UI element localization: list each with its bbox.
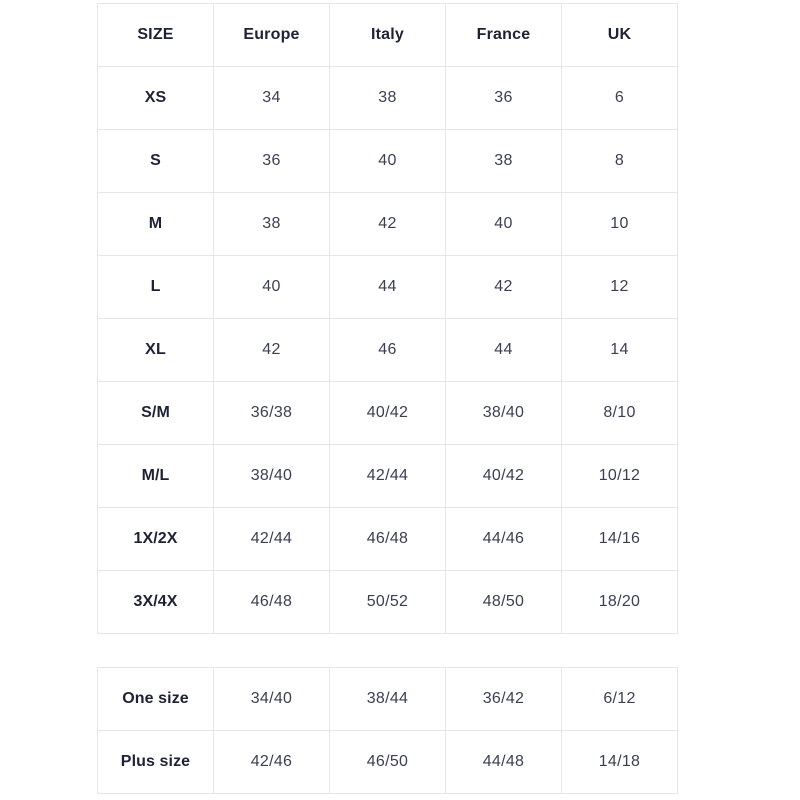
europe-cell: 38/40	[213, 444, 330, 508]
table-row: M 38 42 40 10	[97, 192, 678, 256]
table-row: XS 34 38 36 6	[97, 66, 678, 130]
italy-cell: 46	[329, 318, 446, 382]
uk-cell: 14/16	[561, 507, 678, 571]
secondary-size-table-container: One size 34/40 38/44 36/42 6/12 Plus siz…	[97, 667, 678, 794]
column-header-uk: UK	[561, 3, 678, 67]
size-label-cell: XS	[97, 66, 214, 130]
uk-cell: 14/18	[561, 730, 678, 794]
italy-cell: 42	[329, 192, 446, 256]
size-label-cell: S	[97, 129, 214, 193]
secondary-table-body: One size 34/40 38/44 36/42 6/12 Plus siz…	[97, 667, 678, 794]
italy-cell: 46/48	[329, 507, 446, 571]
size-label-cell: M/L	[97, 444, 214, 508]
primary-table-body: XS 34 38 36 6 S 36 40 38 8 M 38 42	[97, 66, 678, 634]
france-cell: 38/40	[445, 381, 562, 445]
uk-cell: 10/12	[561, 444, 678, 508]
table-row: L 40 44 42 12	[97, 255, 678, 319]
column-header-europe: Europe	[213, 3, 330, 67]
france-cell: 42	[445, 255, 562, 319]
uk-cell: 10	[561, 192, 678, 256]
europe-cell: 42	[213, 318, 330, 382]
table-row: One size 34/40 38/44 36/42 6/12	[97, 667, 678, 731]
size-label-cell: 3X/4X	[97, 570, 214, 634]
primary-table-header: SIZE Europe Italy France UK	[97, 3, 678, 67]
table-row: 3X/4X 46/48 50/52 48/50 18/20	[97, 570, 678, 634]
secondary-size-table: One size 34/40 38/44 36/42 6/12 Plus siz…	[97, 667, 678, 794]
uk-cell: 18/20	[561, 570, 678, 634]
france-cell: 36	[445, 66, 562, 130]
column-header-size: SIZE	[97, 3, 214, 67]
size-label-cell: M	[97, 192, 214, 256]
france-cell: 48/50	[445, 570, 562, 634]
size-label-cell: L	[97, 255, 214, 319]
table-header-row: SIZE Europe Italy France UK	[97, 3, 678, 67]
primary-size-table-container: SIZE Europe Italy France UK XS 34 38 36 …	[97, 3, 678, 634]
france-cell: 40/42	[445, 444, 562, 508]
italy-cell: 38	[329, 66, 446, 130]
france-cell: 38	[445, 129, 562, 193]
size-label-cell: 1X/2X	[97, 507, 214, 571]
europe-cell: 36	[213, 129, 330, 193]
table-row: 1X/2X 42/44 46/48 44/46 14/16	[97, 507, 678, 571]
uk-cell: 6	[561, 66, 678, 130]
italy-cell: 44	[329, 255, 446, 319]
table-row: XL 42 46 44 14	[97, 318, 678, 382]
uk-cell: 12	[561, 255, 678, 319]
italy-cell: 38/44	[329, 667, 446, 731]
france-cell: 44/48	[445, 730, 562, 794]
table-row: S 36 40 38 8	[97, 129, 678, 193]
france-cell: 40	[445, 192, 562, 256]
europe-cell: 46/48	[213, 570, 330, 634]
table-row: Plus size 42/46 46/50 44/48 14/18	[97, 730, 678, 794]
italy-cell: 50/52	[329, 570, 446, 634]
size-label-cell: Plus size	[97, 730, 214, 794]
france-cell: 44	[445, 318, 562, 382]
table-row: M/L 38/40 42/44 40/42 10/12	[97, 444, 678, 508]
france-cell: 36/42	[445, 667, 562, 731]
europe-cell: 42/44	[213, 507, 330, 571]
primary-size-table: SIZE Europe Italy France UK XS 34 38 36 …	[97, 3, 678, 634]
uk-cell: 8	[561, 129, 678, 193]
uk-cell: 8/10	[561, 381, 678, 445]
column-header-italy: Italy	[329, 3, 446, 67]
europe-cell: 34/40	[213, 667, 330, 731]
italy-cell: 40	[329, 129, 446, 193]
size-label-cell: S/M	[97, 381, 214, 445]
italy-cell: 42/44	[329, 444, 446, 508]
europe-cell: 42/46	[213, 730, 330, 794]
italy-cell: 46/50	[329, 730, 446, 794]
uk-cell: 14	[561, 318, 678, 382]
italy-cell: 40/42	[329, 381, 446, 445]
uk-cell: 6/12	[561, 667, 678, 731]
europe-cell: 40	[213, 255, 330, 319]
size-label-cell: XL	[97, 318, 214, 382]
europe-cell: 34	[213, 66, 330, 130]
column-header-france: France	[445, 3, 562, 67]
size-label-cell: One size	[97, 667, 214, 731]
europe-cell: 38	[213, 192, 330, 256]
france-cell: 44/46	[445, 507, 562, 571]
europe-cell: 36/38	[213, 381, 330, 445]
table-row: S/M 36/38 40/42 38/40 8/10	[97, 381, 678, 445]
